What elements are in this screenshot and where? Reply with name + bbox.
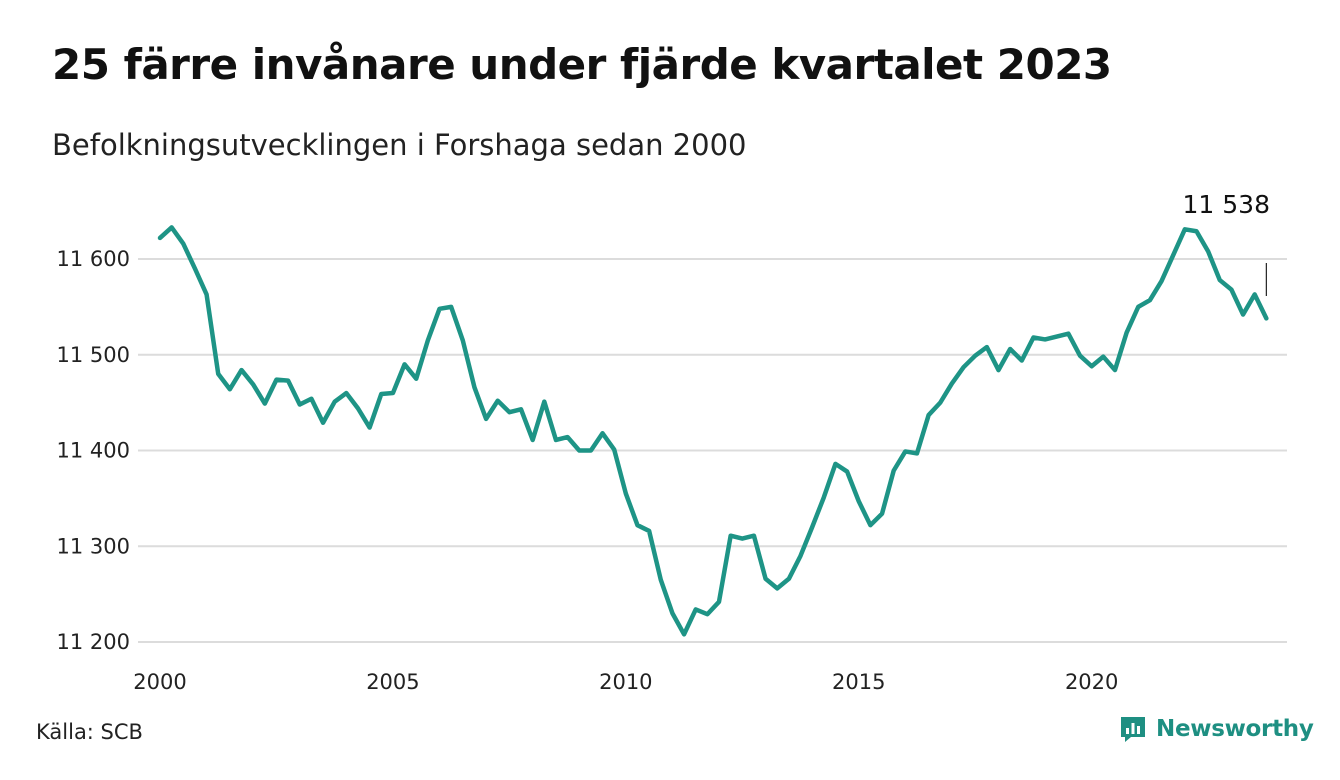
y-tick-label: 11 600 (57, 247, 130, 271)
series-layer (157, 225, 1269, 637)
y-tick-label: 11 500 (57, 343, 130, 367)
x-tick-label: 2000 (133, 670, 186, 694)
chart-title: 25 färre invånare under fjärde kvartalet… (52, 40, 1112, 89)
last-value-label: 11 538 (1183, 190, 1270, 219)
x-tick-label: 2020 (1065, 670, 1118, 694)
source-note: Källa: SCB (36, 720, 143, 744)
last-value-annotation: 11 538 (1183, 190, 1270, 296)
chart-subtitle: Befolkningsutvecklingen i Forshaga sedan… (52, 128, 747, 162)
brand-name: Newsworthy (1156, 716, 1314, 742)
y-tick-label: 11 200 (57, 630, 130, 654)
bar-chart-speech-bubble-icon (1121, 717, 1145, 742)
y-tick-label: 11 300 (57, 534, 130, 558)
population-line (157, 225, 1269, 637)
y-axis-tick-labels: 11 200 11 300 11 400 11 500 11 600 (57, 247, 130, 654)
x-tick-label: 2010 (599, 670, 652, 694)
x-tick-label: 2015 (832, 670, 885, 694)
gridlines (138, 258, 1287, 643)
y-tick-label: 11 400 (57, 439, 130, 463)
brand-logo: Newsworthy (1118, 714, 1314, 744)
x-axis-tick-labels: 2000 2005 2010 2015 2020 (133, 670, 1118, 694)
x-tick-label: 2005 (366, 670, 419, 694)
